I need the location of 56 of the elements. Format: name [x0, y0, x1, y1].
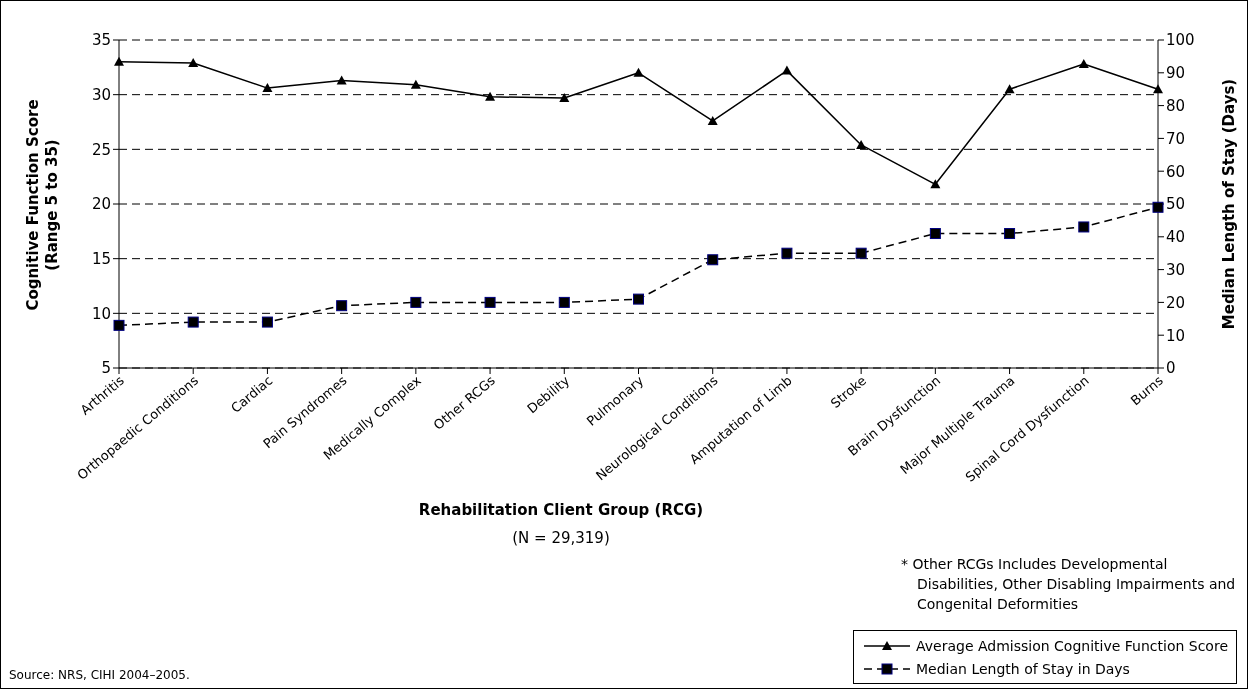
y2-tick-label: 90 — [1166, 64, 1186, 83]
point — [781, 65, 792, 75]
point — [707, 254, 719, 266]
y-axis-title: Cognitive Function Score (Range 5 to 35) — [24, 98, 62, 313]
point — [558, 296, 570, 308]
y-tick-label: 20 — [91, 195, 111, 214]
y-tick-label: 25 — [91, 140, 111, 159]
point — [856, 139, 867, 149]
point — [113, 319, 125, 331]
y-tick-label: 15 — [91, 249, 111, 268]
y-tick-label: 30 — [91, 85, 111, 104]
y-tick-label: 5 — [101, 359, 111, 378]
y2-tick-label: 0 — [1166, 359, 1176, 378]
y2-tick-label: 10 — [1166, 326, 1186, 345]
y-tick-label: 35 — [91, 31, 111, 50]
point — [114, 56, 124, 66]
point — [188, 57, 199, 67]
point — [485, 91, 496, 101]
legend-label: Average Admission Cognitive Function Score — [916, 637, 1228, 654]
point — [1078, 59, 1089, 69]
x-axis-title: Rehabilitation Client Group (RCG) — [417, 501, 705, 519]
y2-tick-label: 20 — [1166, 293, 1186, 312]
point — [336, 300, 348, 312]
point — [410, 296, 422, 308]
y2-axis-title: Median Length of Stay (Days) — [1220, 77, 1238, 332]
y2-tick-label: 30 — [1166, 260, 1186, 279]
y-tick-label: 10 — [91, 304, 111, 323]
point — [187, 316, 199, 328]
point — [1153, 84, 1163, 94]
point — [855, 247, 867, 259]
point — [1078, 221, 1090, 233]
point — [707, 115, 718, 125]
legend-label: Median Length of Stay in Days — [916, 660, 1130, 677]
point — [262, 83, 273, 93]
point — [929, 228, 941, 240]
point — [261, 316, 273, 328]
point — [1004, 84, 1015, 94]
text: (N = 29,319) — [511, 529, 611, 547]
y2-tick-label: 70 — [1166, 129, 1186, 148]
point — [484, 296, 496, 308]
y2-tick-label: 50 — [1166, 195, 1186, 214]
point — [633, 67, 644, 77]
point — [781, 247, 793, 259]
point — [1004, 228, 1016, 240]
y2-tick-label: 40 — [1166, 228, 1186, 247]
point — [410, 79, 421, 89]
source-note: Source: NRS, CIHI 2004–2005. — [9, 668, 190, 682]
point — [930, 179, 941, 189]
y2-tick-label: 100 — [1166, 31, 1195, 50]
y2-tick-label: 80 — [1166, 96, 1186, 115]
text: * Other RCGs Includes Developmental Disabilities, Other Disabling Impairments and Congenital Deformities — [901, 555, 1237, 614]
point — [559, 92, 570, 102]
y2-tick-label: 60 — [1166, 162, 1186, 181]
point — [336, 75, 347, 85]
point — [1152, 201, 1164, 213]
point — [633, 293, 644, 305]
